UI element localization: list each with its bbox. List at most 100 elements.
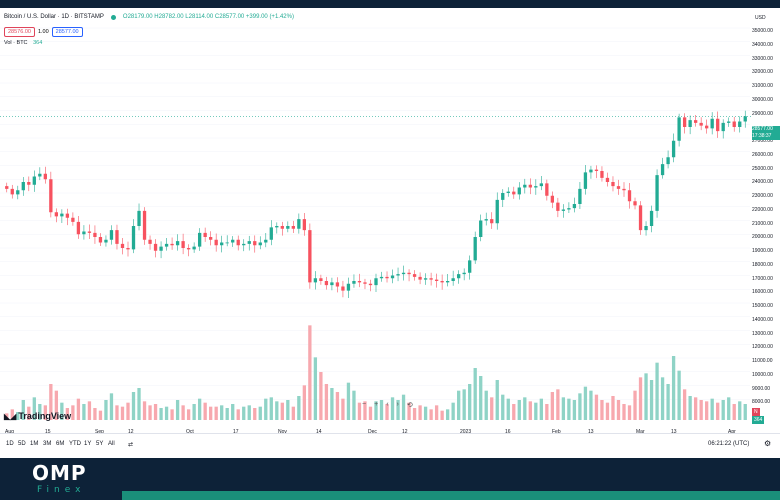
candle [705, 125, 709, 129]
chart-canvas[interactable] [0, 8, 780, 448]
chart-area[interactable] [0, 8, 780, 448]
compare-date-range-icon[interactable]: ⇄ [128, 442, 134, 448]
zoom-in-button[interactable]: + [374, 401, 379, 408]
candle [495, 199, 499, 224]
volume-bar [379, 400, 384, 420]
ohlc-values: O28179.00 H28782.00 L28114.00 C28577.00 … [122, 14, 294, 20]
candle [21, 182, 25, 191]
time-axis-label: 13 [671, 429, 677, 435]
volume-bar [65, 408, 70, 420]
volume-bar [627, 405, 632, 420]
timeframe-button-ytd[interactable]: YTD [69, 441, 81, 447]
candle [732, 121, 736, 127]
timeframe-button-5y[interactable]: 5Y [96, 441, 104, 447]
time-axis-label: 15 [45, 429, 51, 435]
volume-bar [484, 390, 488, 420]
volume-legend[interactable]: Vol · BTC 364 [4, 40, 42, 46]
timeframe-button-1m[interactable]: 1M [30, 441, 39, 447]
reset-chart-button[interactable]: ⟲ [406, 402, 413, 409]
time-axis-label: 13 [588, 429, 594, 435]
candle [352, 281, 356, 284]
volume-bar [181, 405, 185, 420]
candle [253, 241, 257, 246]
time-axis-label: Aug [5, 429, 14, 435]
candle [258, 242, 262, 246]
timeframe-button-1y[interactable]: 1Y [84, 441, 92, 447]
candle [76, 221, 81, 235]
volume-bar [462, 389, 466, 420]
candle [374, 278, 378, 286]
timeframe-button-5d[interactable]: 5D [18, 441, 26, 447]
price-axis-label: 22000.00 [752, 206, 773, 213]
candle [346, 283, 351, 291]
candle [82, 231, 86, 235]
candle [275, 226, 279, 228]
price-axis-label: 31000.00 [752, 83, 773, 89]
candle [65, 213, 70, 218]
volume-bar [490, 397, 494, 420]
candle [264, 239, 268, 243]
candle [457, 274, 461, 279]
volume-badge: 364 [752, 416, 765, 424]
zoom-out-button[interactable]: − [362, 401, 367, 408]
scroll-right-button[interactable]: › [396, 401, 399, 408]
settings-gear-icon[interactable]: ⚙ [764, 439, 772, 448]
footer-stripe [122, 491, 780, 500]
buy-button[interactable]: 28577.00 [51, 27, 83, 37]
utc-clock[interactable]: 06:21:22 (UTC) [708, 441, 750, 447]
timeframe-button-3m[interactable]: 3M [43, 441, 52, 447]
volume-bar [164, 406, 169, 420]
candle [225, 242, 229, 244]
sell-button[interactable]: 28576.00 [4, 27, 35, 37]
candle [109, 230, 114, 240]
currency-label[interactable]: USD [755, 15, 766, 21]
volume-bar [572, 400, 577, 420]
volume-bar [197, 398, 202, 420]
price-axis-label: 27000.00 [752, 138, 773, 144]
candle [506, 191, 510, 193]
symbol-legend[interactable]: Bitcoin / U.S. Dollar · 1D · BITSTAMP O2… [4, 14, 294, 20]
candle [197, 232, 202, 247]
volume-bar [451, 402, 455, 420]
volume-bar [352, 390, 356, 420]
news-badge[interactable]: N [752, 408, 760, 416]
candle [716, 118, 720, 132]
volume-bar [644, 373, 648, 420]
time-axis-label: Feb [552, 429, 561, 435]
brand-logo: OMP [32, 461, 87, 485]
volume-bar [611, 396, 615, 420]
volume-bar [423, 406, 428, 420]
candle [32, 176, 36, 185]
tradingview-logo[interactable]: ◣◢ TradingView [4, 411, 71, 421]
candle [600, 171, 604, 178]
candle [572, 204, 577, 209]
candle [412, 274, 417, 277]
timeframe-button-1d[interactable]: 1D [6, 441, 14, 447]
volume-bar [583, 386, 588, 420]
candle [517, 187, 521, 195]
price-axis-label: 26000.00 [752, 151, 773, 158]
candle [688, 120, 692, 127]
candle [38, 173, 42, 177]
volume-bar [319, 372, 323, 420]
volume-bar [666, 384, 670, 420]
volume-bar [104, 400, 108, 420]
symbol-title[interactable]: Bitcoin / U.S. Dollar · 1D · BITSTAMP [4, 14, 104, 20]
timeframe-button-all[interactable]: All [108, 441, 115, 447]
price-axis-label: 32000.00 [752, 69, 773, 76]
scroll-left-button[interactable]: ‹ [386, 401, 389, 408]
candle [71, 217, 75, 222]
volume-bar [247, 405, 251, 420]
candle [54, 212, 59, 217]
candle [671, 140, 676, 158]
candle [49, 179, 53, 213]
price-axis-label: 13000.00 [752, 330, 773, 337]
candle [93, 232, 97, 237]
timeframe-button-6m[interactable]: 6M [56, 441, 65, 447]
candle [203, 232, 207, 237]
time-axis-label: 2023 [460, 429, 472, 435]
volume-bar [671, 356, 676, 420]
price-axis-label: 12000.00 [752, 344, 773, 351]
candle [357, 281, 362, 283]
volume-bar [27, 406, 31, 420]
